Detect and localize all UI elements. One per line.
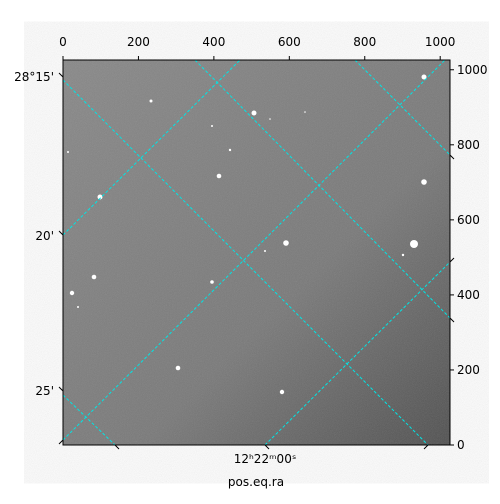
x-tick-label: 0 bbox=[59, 35, 67, 49]
ra-grid-line bbox=[63, 79, 429, 445]
coordinate-grid bbox=[63, 60, 450, 445]
dec-grid-line bbox=[63, 60, 241, 236]
x-tick-label: 600 bbox=[278, 35, 301, 49]
x-tick-label: 400 bbox=[202, 35, 225, 49]
ra-grid-line bbox=[194, 60, 450, 319]
ra-label: 12ʰ22ᵐ00ˢ bbox=[234, 452, 297, 466]
x-axis-label: pos.eq.ra bbox=[228, 475, 284, 489]
dec-grid-line bbox=[63, 60, 446, 441]
x-tick-label: 200 bbox=[127, 35, 150, 49]
y-tick-label: 200 bbox=[457, 363, 480, 377]
y-tick-label: 600 bbox=[457, 213, 480, 227]
y-tick-label: 800 bbox=[457, 138, 480, 152]
y-tick-label: 0 bbox=[457, 438, 465, 452]
sky-image bbox=[63, 60, 450, 445]
dec-label: 28°15' bbox=[14, 70, 54, 84]
x-tick-label: 800 bbox=[353, 35, 376, 49]
wcs-tick-marks bbox=[58, 72, 455, 450]
y-tick-label: 400 bbox=[457, 288, 480, 302]
dec-label: 20' bbox=[35, 229, 54, 243]
dec-grid-line bbox=[264, 261, 450, 445]
y-tick-label: 1000 bbox=[457, 63, 488, 77]
plot-frame bbox=[62, 59, 451, 446]
dec-label: 25' bbox=[35, 384, 54, 398]
ra-grid-line bbox=[63, 394, 116, 445]
ra-grid-line bbox=[354, 60, 450, 156]
x-tick-label: 1000 bbox=[425, 35, 456, 49]
